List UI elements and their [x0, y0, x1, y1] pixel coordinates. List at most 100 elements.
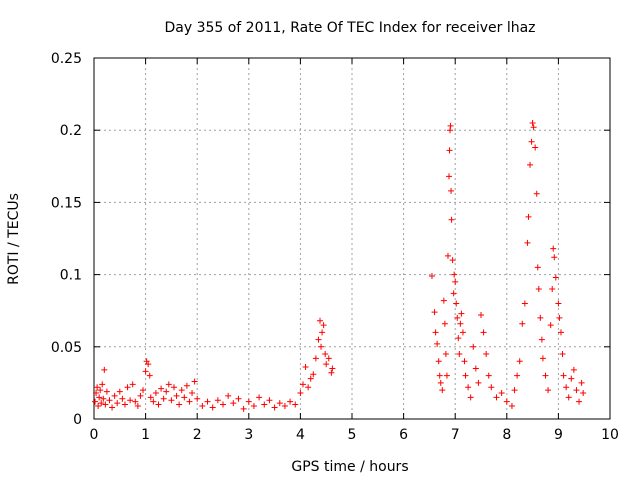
data-point — [292, 401, 299, 408]
data-point — [95, 403, 102, 410]
data-point — [436, 372, 443, 379]
data-point — [143, 358, 150, 365]
data-point — [478, 312, 484, 319]
data-point — [434, 340, 441, 347]
x-tick-labels: 0 1 2 3 4 5 6 7 8 9 10 — [90, 427, 619, 443]
data-point — [94, 384, 101, 391]
data-point — [176, 401, 183, 408]
data-point — [480, 329, 487, 336]
data-point — [287, 398, 294, 405]
data-point — [109, 404, 116, 411]
data-point — [444, 252, 451, 259]
data-point — [530, 124, 537, 131]
data-point — [443, 372, 450, 379]
data-point — [456, 351, 463, 358]
x-tick-label: 4 — [296, 427, 305, 443]
data-point — [250, 403, 257, 410]
data-point — [99, 381, 106, 388]
data-point — [114, 400, 121, 407]
data-point — [550, 245, 557, 252]
data-point — [173, 392, 180, 399]
data-point — [155, 401, 162, 408]
x-tick-label: 5 — [348, 427, 357, 443]
data-point — [312, 355, 319, 362]
data-point — [527, 161, 534, 168]
data-point — [93, 390, 100, 397]
data-point — [97, 387, 104, 394]
data-point — [461, 358, 468, 365]
data-point — [448, 187, 455, 194]
data-point — [147, 394, 154, 401]
data-point — [209, 404, 216, 411]
data-point — [181, 394, 188, 401]
data-point — [186, 398, 193, 405]
x-tick-label: 9 — [554, 427, 563, 443]
data-point — [297, 390, 304, 397]
data-point — [318, 343, 325, 350]
data-point — [307, 375, 314, 382]
data-point — [528, 138, 535, 145]
data-point — [538, 336, 545, 343]
data-point — [129, 381, 136, 388]
data-point — [431, 309, 438, 316]
data-point — [199, 403, 206, 410]
data-point — [189, 390, 196, 397]
data-points — [92, 119, 587, 412]
data-point — [483, 351, 490, 358]
data-point — [137, 392, 144, 399]
data-point — [305, 384, 312, 391]
data-point — [519, 320, 526, 327]
data-point — [547, 322, 554, 329]
data-point — [448, 216, 455, 223]
x-tick-label: 8 — [502, 427, 511, 443]
data-point — [442, 351, 449, 358]
data-point — [470, 343, 477, 350]
y-tick-label: 0.2 — [60, 123, 82, 139]
data-point — [271, 404, 278, 411]
data-point — [299, 381, 306, 388]
data-point — [555, 300, 562, 307]
data-point — [439, 387, 446, 394]
data-point — [563, 384, 570, 391]
x-tick-label: 7 — [451, 427, 460, 443]
data-point — [103, 388, 110, 395]
data-point — [230, 400, 237, 407]
data-point — [549, 286, 556, 293]
data-point — [498, 390, 505, 397]
data-point — [493, 394, 500, 401]
x-tick-label: 1 — [141, 427, 150, 443]
data-point — [194, 395, 201, 402]
data-point — [447, 122, 454, 129]
y-tick-label: 0.25 — [51, 51, 82, 67]
data-point — [503, 398, 510, 405]
data-point — [475, 379, 482, 386]
data-point — [101, 366, 108, 373]
chart-title: Day 355 of 2011, Rate Of TEC Index for r… — [164, 20, 535, 36]
data-point — [459, 329, 466, 336]
data-point — [127, 397, 134, 404]
data-point — [98, 400, 105, 407]
data-point — [580, 390, 587, 397]
y-tick-label: 0.1 — [60, 268, 82, 284]
data-point — [524, 239, 531, 246]
x-tick-label: 0 — [90, 427, 99, 443]
grid-lines — [94, 58, 610, 419]
data-point — [545, 387, 552, 394]
y-tick-labels: 0 0.05 0.1 0.15 0.2 0.25 — [51, 51, 82, 428]
data-point — [453, 300, 460, 307]
data-point — [134, 403, 141, 410]
data-point — [320, 322, 327, 329]
data-point — [317, 317, 324, 324]
data-point — [165, 381, 172, 388]
data-point — [440, 297, 447, 304]
data-point — [557, 329, 564, 336]
x-tick-label: 10 — [601, 427, 619, 443]
data-point — [516, 358, 523, 365]
data-point — [276, 400, 283, 407]
data-point — [462, 372, 469, 379]
data-point — [455, 335, 462, 342]
data-point — [578, 379, 585, 386]
x-tick-label: 2 — [193, 427, 202, 443]
data-point — [281, 403, 288, 410]
data-point — [322, 351, 329, 358]
